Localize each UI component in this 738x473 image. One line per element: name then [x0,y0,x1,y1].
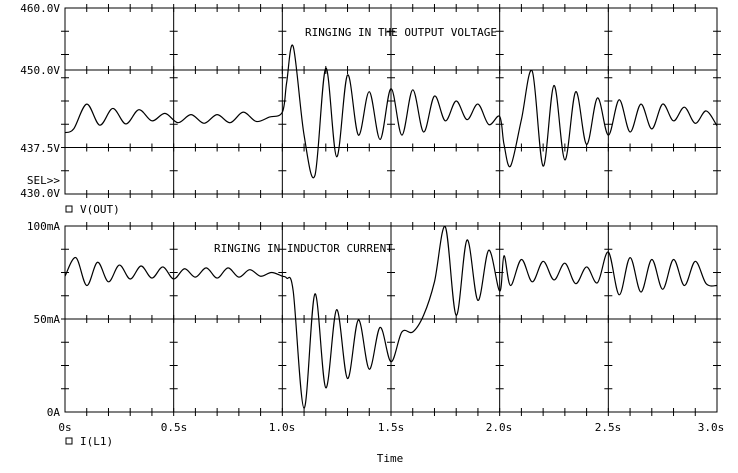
x-tick-label-0s: 0s [58,421,71,434]
voltage-plot-ticks [61,4,721,198]
voltage-plot-title: RINGING IN THE OUTPUT VOLTAGE [305,26,497,39]
current-plot-ticks [61,222,721,416]
voltage-legend-marker[interactable] [65,205,73,213]
x-axis-label: Time [377,452,404,465]
current-plot-title: RINGING IN INDUCTOR CURRENT [214,242,393,255]
x-tick-label-1-5s: 1.5s [378,421,405,434]
y-tick-label-437-5: 437.5V [20,142,60,155]
x-tick-label-3-0s: 3.0s [698,421,725,434]
x-tick-label-2-5s: 2.5s [595,421,622,434]
y-tick-label-460: 460.0V [20,2,60,15]
current-legend-marker[interactable] [65,437,73,445]
x-tick-label-2-0s: 2.0s [486,421,513,434]
current-legend-label: I(L1) [80,435,113,448]
y-tick-label-430: 430.0V [20,187,60,200]
x-tick-label-1-0s: 1.0s [269,421,296,434]
voltage-plot[interactable]: RINGING IN THE OUTPUT VOLTAGE 460.0V 450… [20,2,721,216]
voltage-trace[interactable] [64,44,718,179]
y-tick-label-50ma: 50mA [34,313,61,326]
y-tick-label-100ma: 100mA [27,220,60,233]
y-tick-label-450: 450.0V [20,64,60,77]
x-tick-label-0-5s: 0.5s [161,421,188,434]
current-plot[interactable]: RINGING IN INDUCTOR CURRENT 100mA 50mA 0… [27,220,724,448]
y-tick-label-0a: 0A [47,406,61,419]
selector-marker[interactable]: SEL>> [27,174,60,187]
voltage-legend-label: V(OUT) [80,203,120,216]
current-trace[interactable] [64,226,718,409]
